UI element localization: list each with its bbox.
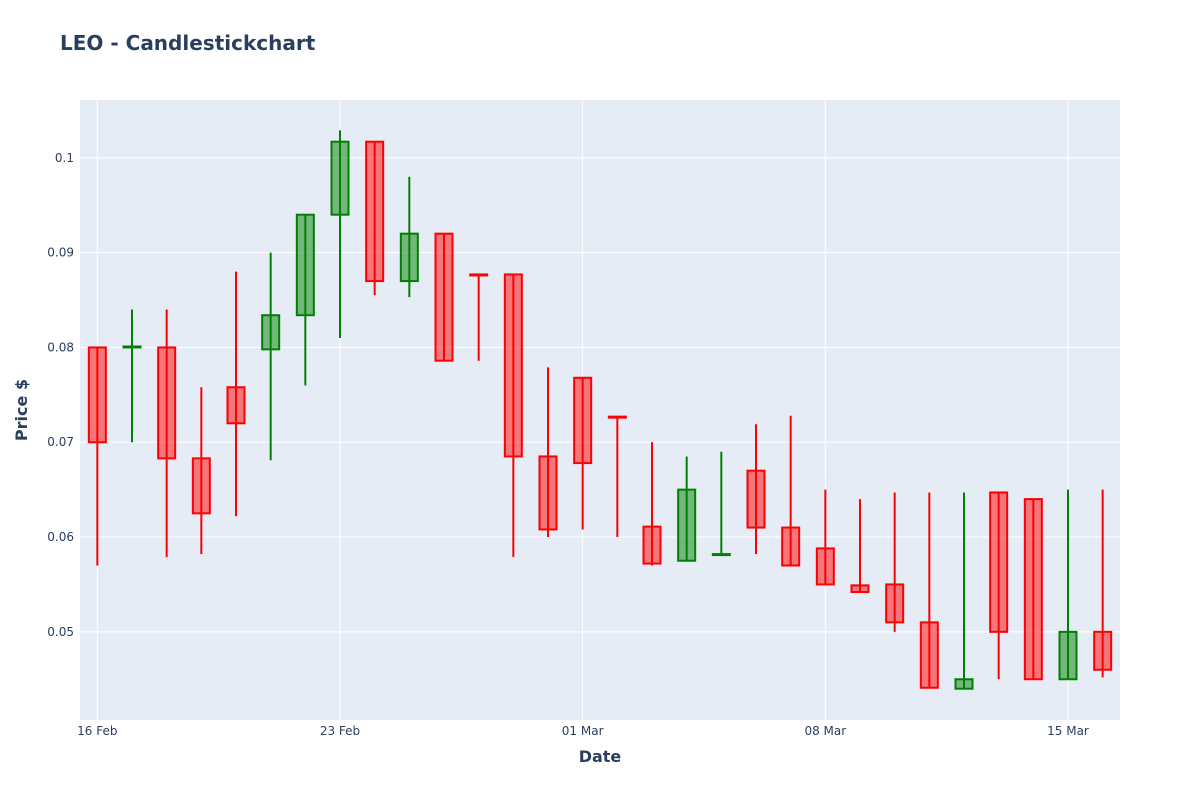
candle-body (607, 415, 627, 419)
candle-09-mar[interactable] (850, 499, 870, 594)
candle-body (573, 376, 593, 465)
y-axis-title: Price $ (12, 379, 31, 441)
candle-15-mar[interactable] (1058, 489, 1078, 681)
candle-18-feb[interactable] (157, 309, 177, 557)
candle-body (677, 488, 697, 562)
y-tick-label: 0.06 (47, 530, 74, 544)
candle-body (157, 346, 177, 460)
x-tick-label: 01 Mar (562, 724, 604, 738)
candle-body (1058, 630, 1078, 681)
candle-body (815, 547, 835, 586)
x-axis-title: Date (579, 747, 622, 766)
candle-01-mar[interactable] (573, 376, 593, 530)
candle-body (87, 346, 107, 444)
candle-02-mar[interactable] (607, 415, 627, 538)
candle-body (746, 469, 766, 529)
candle-body (1093, 630, 1113, 671)
candle-body (503, 273, 523, 458)
candle-body (919, 621, 939, 689)
candle-body (226, 386, 246, 425)
candle-29-feb[interactable] (538, 367, 558, 538)
candle-19-feb[interactable] (191, 387, 211, 555)
y-tick-label: 0.09 (47, 246, 74, 260)
candle-body (954, 678, 974, 690)
candle-body (885, 583, 905, 624)
candle-body (191, 457, 211, 515)
candle-body (261, 314, 281, 351)
candle-04-mar[interactable] (677, 456, 697, 562)
candle-body (122, 345, 142, 349)
candle-08-mar[interactable] (815, 489, 835, 586)
candle-14-mar[interactable] (1023, 498, 1043, 681)
x-tick-label: 08 Mar (804, 724, 846, 738)
candle-26-feb[interactable] (434, 232, 454, 362)
candle-body (434, 232, 454, 362)
candle-16-mar[interactable] (1093, 489, 1113, 678)
candle-03-mar[interactable] (642, 442, 662, 566)
candle-body (989, 491, 1009, 633)
candle-body (850, 584, 870, 594)
candle-body (469, 273, 489, 277)
candle-05-mar[interactable] (711, 451, 731, 557)
candle-20-feb[interactable] (226, 271, 246, 517)
x-tick-label: 16 Feb (77, 724, 117, 738)
chart-title: LEO - Candlestickchart (60, 31, 316, 55)
candle-28-feb[interactable] (503, 273, 523, 557)
y-tick-label: 0.08 (47, 340, 74, 354)
candle-17-feb[interactable] (122, 309, 142, 443)
candle-16-feb[interactable] (87, 346, 107, 566)
candle-body (642, 525, 662, 565)
candle-body (538, 455, 558, 531)
candle-22-feb[interactable] (295, 213, 315, 386)
candle-07-mar[interactable] (781, 415, 801, 567)
candle-06-mar[interactable] (746, 424, 766, 555)
plot-area[interactable] (80, 100, 1120, 720)
candle-21-feb[interactable] (261, 252, 281, 461)
candle-10-mar[interactable] (885, 492, 905, 632)
candle-24-feb[interactable] (365, 140, 385, 296)
candle-27-feb[interactable] (469, 273, 489, 361)
y-tick-label: 0.07 (47, 435, 74, 449)
y-tick-label: 0.05 (47, 625, 74, 639)
candle-23-feb[interactable] (330, 130, 350, 338)
candle-11-mar[interactable] (919, 492, 939, 689)
candle-25-feb[interactable] (399, 176, 419, 298)
candle-body (330, 140, 350, 216)
candle-body (1023, 498, 1043, 681)
x-tick-label: 23 Feb (320, 724, 360, 738)
x-tick-label: 15 Mar (1047, 724, 1089, 738)
candle-body (399, 232, 419, 283)
candle-body (365, 140, 385, 283)
y-tick-label: 0.1 (55, 151, 74, 165)
candle-12-mar[interactable] (954, 492, 974, 690)
candle-body (781, 526, 801, 567)
candle-body (711, 553, 731, 557)
candle-13-mar[interactable] (989, 491, 1009, 680)
candle-body (295, 213, 315, 317)
